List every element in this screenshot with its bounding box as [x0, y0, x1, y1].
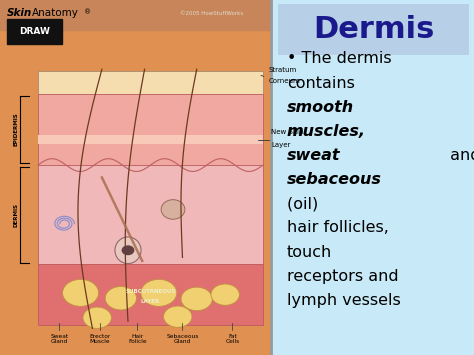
Bar — [271, 0, 474, 355]
Text: Corneum: Corneum — [269, 78, 301, 84]
Circle shape — [122, 246, 134, 255]
FancyBboxPatch shape — [278, 4, 469, 55]
Text: DERMIS: DERMIS — [13, 203, 18, 227]
Text: ®: ® — [84, 10, 91, 16]
Bar — [0, 0, 271, 355]
Polygon shape — [38, 135, 263, 144]
Circle shape — [83, 307, 111, 328]
Text: Fat
Cells: Fat Cells — [225, 334, 239, 344]
Circle shape — [164, 306, 192, 327]
Text: EPIDERMIS: EPIDERMIS — [13, 113, 18, 147]
Text: sweat: sweat — [287, 148, 340, 163]
Text: SUBCUTANEOUS: SUBCUTANEOUS — [125, 289, 176, 294]
Text: DRAW: DRAW — [19, 27, 50, 36]
Circle shape — [181, 287, 212, 311]
Text: ©2005 HowStuffWorks: ©2005 HowStuffWorks — [180, 11, 243, 16]
Text: Anatomy: Anatomy — [32, 9, 79, 18]
Text: Sweat
Gland: Sweat Gland — [50, 334, 68, 344]
Text: New Skin: New Skin — [271, 130, 304, 135]
Text: receptors and: receptors and — [287, 269, 398, 284]
Text: Sebaceous
Gland: Sebaceous Gland — [166, 334, 199, 344]
Polygon shape — [38, 71, 263, 94]
Text: lymph vessels: lymph vessels — [287, 293, 401, 308]
Polygon shape — [38, 94, 263, 165]
Text: smooth: smooth — [287, 100, 354, 115]
Text: contains: contains — [287, 76, 355, 91]
Text: (oil): (oil) — [287, 196, 323, 211]
Circle shape — [141, 279, 177, 306]
Bar — [7, 19, 62, 44]
Text: Erector
Muscle: Erector Muscle — [89, 334, 110, 344]
Text: Dermis: Dermis — [313, 15, 435, 44]
Bar — [0, 0, 271, 30]
Text: • The dermis: • The dermis — [287, 51, 392, 66]
Polygon shape — [38, 264, 263, 325]
Text: touch: touch — [287, 245, 332, 260]
Text: Layer: Layer — [271, 142, 291, 148]
Text: muscles,: muscles, — [287, 124, 366, 139]
Text: Skin: Skin — [7, 9, 32, 18]
Circle shape — [63, 279, 99, 306]
Ellipse shape — [161, 200, 185, 219]
Text: Hair
Folicle: Hair Folicle — [128, 334, 147, 344]
Circle shape — [211, 284, 239, 305]
Text: and: and — [445, 148, 474, 163]
Circle shape — [105, 286, 137, 310]
Polygon shape — [38, 165, 263, 264]
Text: hair follicles,: hair follicles, — [287, 220, 389, 235]
Text: Stratum: Stratum — [269, 67, 297, 73]
Text: sebaceous: sebaceous — [287, 172, 382, 187]
Text: LAYER: LAYER — [141, 299, 160, 304]
Ellipse shape — [115, 237, 141, 263]
